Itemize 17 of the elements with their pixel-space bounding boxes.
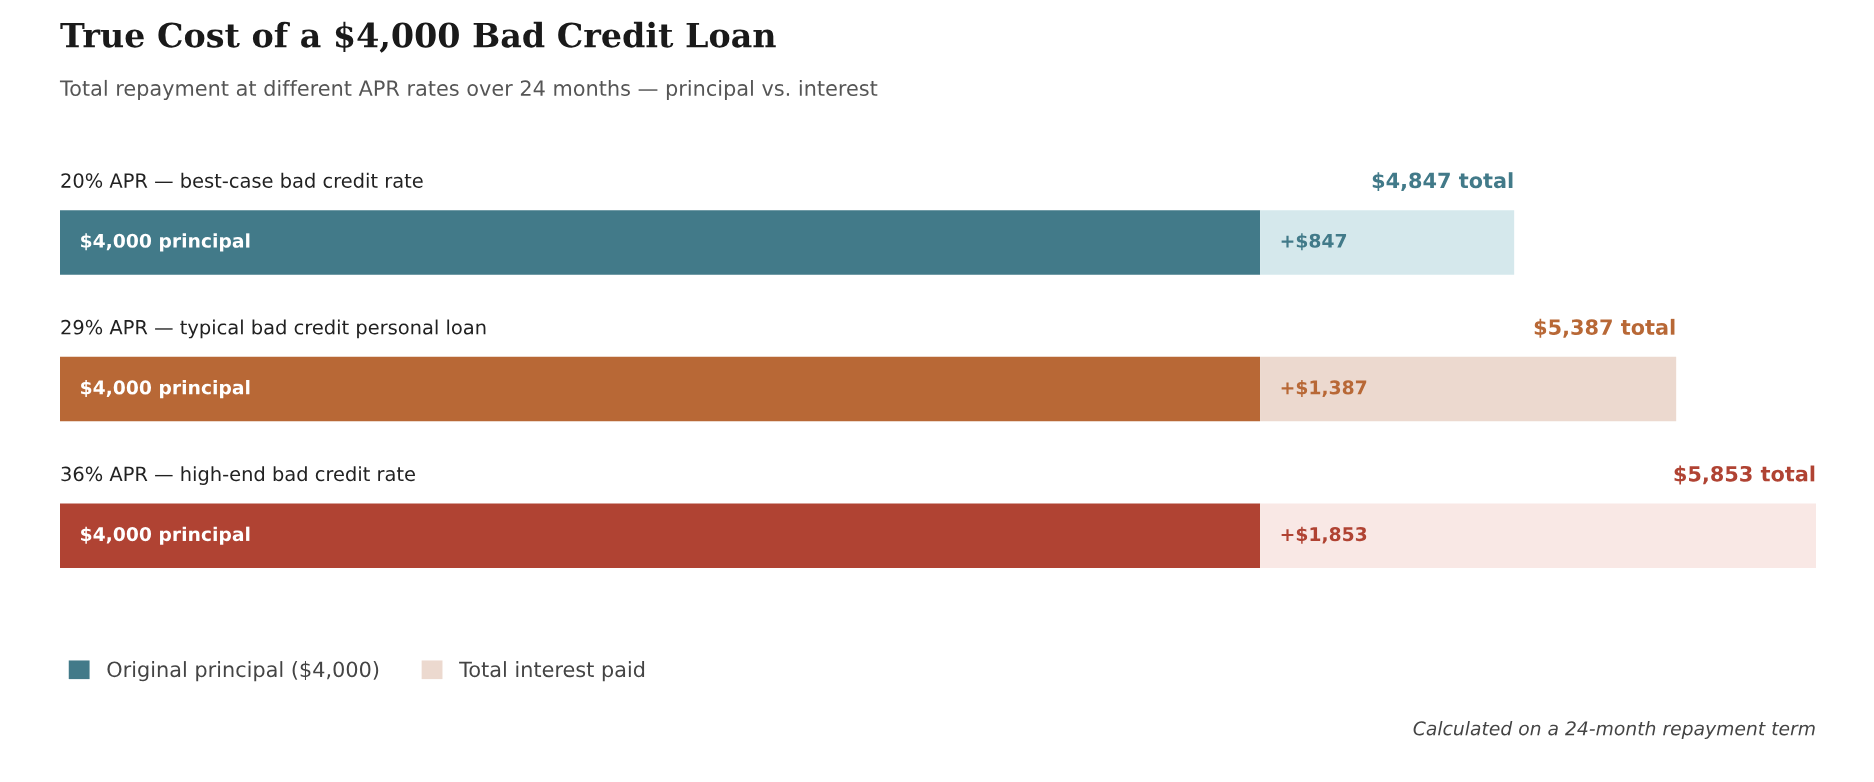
y-tick-label: 29% APR — typical bad credit personal loan — [61, 319, 486, 339]
data-label: $4,000 principal — [81, 526, 250, 545]
y-tick-label: 20% APR — best-case bad credit rate — [61, 172, 423, 188]
total-label: $4,847 total — [1372, 172, 1513, 192]
data-label: +$1,853 — [1281, 526, 1367, 544]
total-label: $5,853 total — [1674, 465, 1815, 485]
text: Calculated on a 24-month repayment term — [1413, 720, 1815, 740]
legend-label: Original principal ($4,000) — [107, 661, 379, 682]
data-label: +$847 — [1281, 233, 1347, 251]
chart-title: True Cost of a $4,000 Bad Credit Loan — [60, 21, 776, 53]
data-label: $4,000 principal — [81, 379, 250, 399]
data-label: +$1,387 — [1281, 379, 1367, 397]
total-label: $5,387 total — [1534, 318, 1675, 338]
data-label: $4,000 principal — [81, 233, 250, 252]
chart-subtitle: Total repayment at different APR rates over 24 months — principal vs. interest — [59, 79, 878, 101]
y-tick-label: 36% APR — high-end bad credit rate — [61, 466, 415, 486]
legend-label: Total interest paid — [459, 661, 645, 682]
